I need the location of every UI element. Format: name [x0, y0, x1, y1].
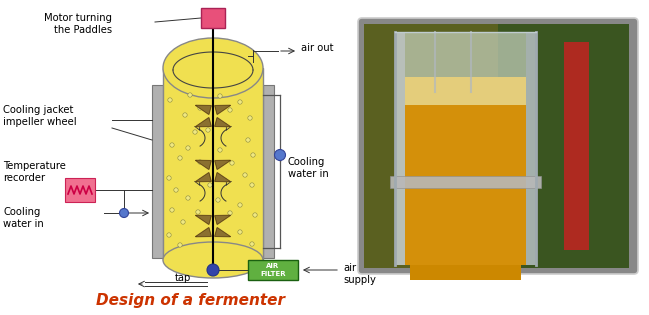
Circle shape	[167, 176, 171, 180]
FancyBboxPatch shape	[404, 77, 526, 265]
Circle shape	[275, 150, 286, 161]
Circle shape	[243, 173, 247, 177]
Circle shape	[230, 161, 234, 165]
FancyBboxPatch shape	[163, 68, 263, 260]
Text: Cooling jacket
impeller wheel: Cooling jacket impeller wheel	[3, 105, 77, 127]
FancyBboxPatch shape	[152, 85, 163, 258]
Circle shape	[198, 106, 202, 110]
Text: air out: air out	[301, 43, 334, 53]
Circle shape	[250, 242, 254, 246]
Circle shape	[198, 160, 202, 164]
FancyBboxPatch shape	[364, 24, 498, 268]
Circle shape	[188, 93, 192, 97]
Polygon shape	[215, 173, 230, 182]
Circle shape	[178, 243, 182, 247]
Circle shape	[196, 210, 200, 214]
FancyBboxPatch shape	[404, 32, 526, 77]
Circle shape	[250, 183, 254, 187]
Circle shape	[119, 209, 129, 217]
FancyBboxPatch shape	[263, 85, 274, 258]
Circle shape	[228, 211, 232, 215]
FancyBboxPatch shape	[65, 178, 95, 202]
Text: air
supply: air supply	[343, 263, 376, 285]
FancyBboxPatch shape	[201, 8, 225, 28]
FancyBboxPatch shape	[389, 176, 541, 188]
Polygon shape	[195, 173, 211, 182]
Polygon shape	[215, 215, 230, 224]
Circle shape	[253, 213, 257, 217]
Circle shape	[251, 153, 255, 157]
FancyBboxPatch shape	[564, 42, 589, 250]
Circle shape	[174, 188, 178, 192]
Polygon shape	[195, 160, 211, 169]
Polygon shape	[195, 105, 211, 114]
Circle shape	[238, 203, 242, 207]
FancyBboxPatch shape	[404, 77, 526, 105]
Circle shape	[186, 196, 190, 200]
Circle shape	[248, 116, 252, 120]
Circle shape	[216, 198, 220, 202]
Text: Cooling
water in: Cooling water in	[3, 207, 43, 229]
FancyBboxPatch shape	[358, 18, 638, 274]
Circle shape	[208, 183, 212, 187]
Text: tap: tap	[175, 273, 191, 283]
Text: AIR
FILTER: AIR FILTER	[260, 264, 286, 277]
FancyBboxPatch shape	[248, 260, 298, 280]
Circle shape	[167, 233, 171, 237]
Polygon shape	[195, 228, 211, 237]
Circle shape	[218, 94, 222, 98]
FancyBboxPatch shape	[410, 265, 521, 280]
Circle shape	[238, 100, 242, 104]
Ellipse shape	[163, 242, 263, 278]
Circle shape	[170, 208, 174, 212]
Circle shape	[168, 98, 172, 102]
Text: Temperature
recorder: Temperature recorder	[3, 161, 66, 183]
Circle shape	[186, 146, 190, 150]
Circle shape	[206, 128, 210, 132]
Circle shape	[181, 220, 185, 224]
Polygon shape	[195, 118, 211, 127]
Polygon shape	[215, 228, 230, 237]
Ellipse shape	[163, 38, 263, 98]
Circle shape	[246, 138, 251, 142]
Circle shape	[207, 264, 219, 276]
Circle shape	[238, 230, 242, 234]
FancyBboxPatch shape	[395, 32, 404, 265]
FancyBboxPatch shape	[498, 24, 629, 268]
Polygon shape	[215, 105, 230, 114]
Circle shape	[178, 156, 182, 160]
Circle shape	[170, 143, 174, 147]
Text: Motor turning
the Paddles: Motor turning the Paddles	[44, 13, 112, 35]
Text: Cooling
water in: Cooling water in	[288, 157, 329, 179]
Text: Design of a fermenter: Design of a fermenter	[95, 293, 284, 308]
Polygon shape	[215, 160, 230, 169]
Circle shape	[228, 108, 232, 112]
Circle shape	[218, 148, 222, 152]
Circle shape	[183, 113, 187, 117]
Polygon shape	[195, 215, 211, 224]
FancyBboxPatch shape	[526, 32, 536, 265]
Circle shape	[193, 130, 197, 134]
Polygon shape	[215, 118, 230, 127]
